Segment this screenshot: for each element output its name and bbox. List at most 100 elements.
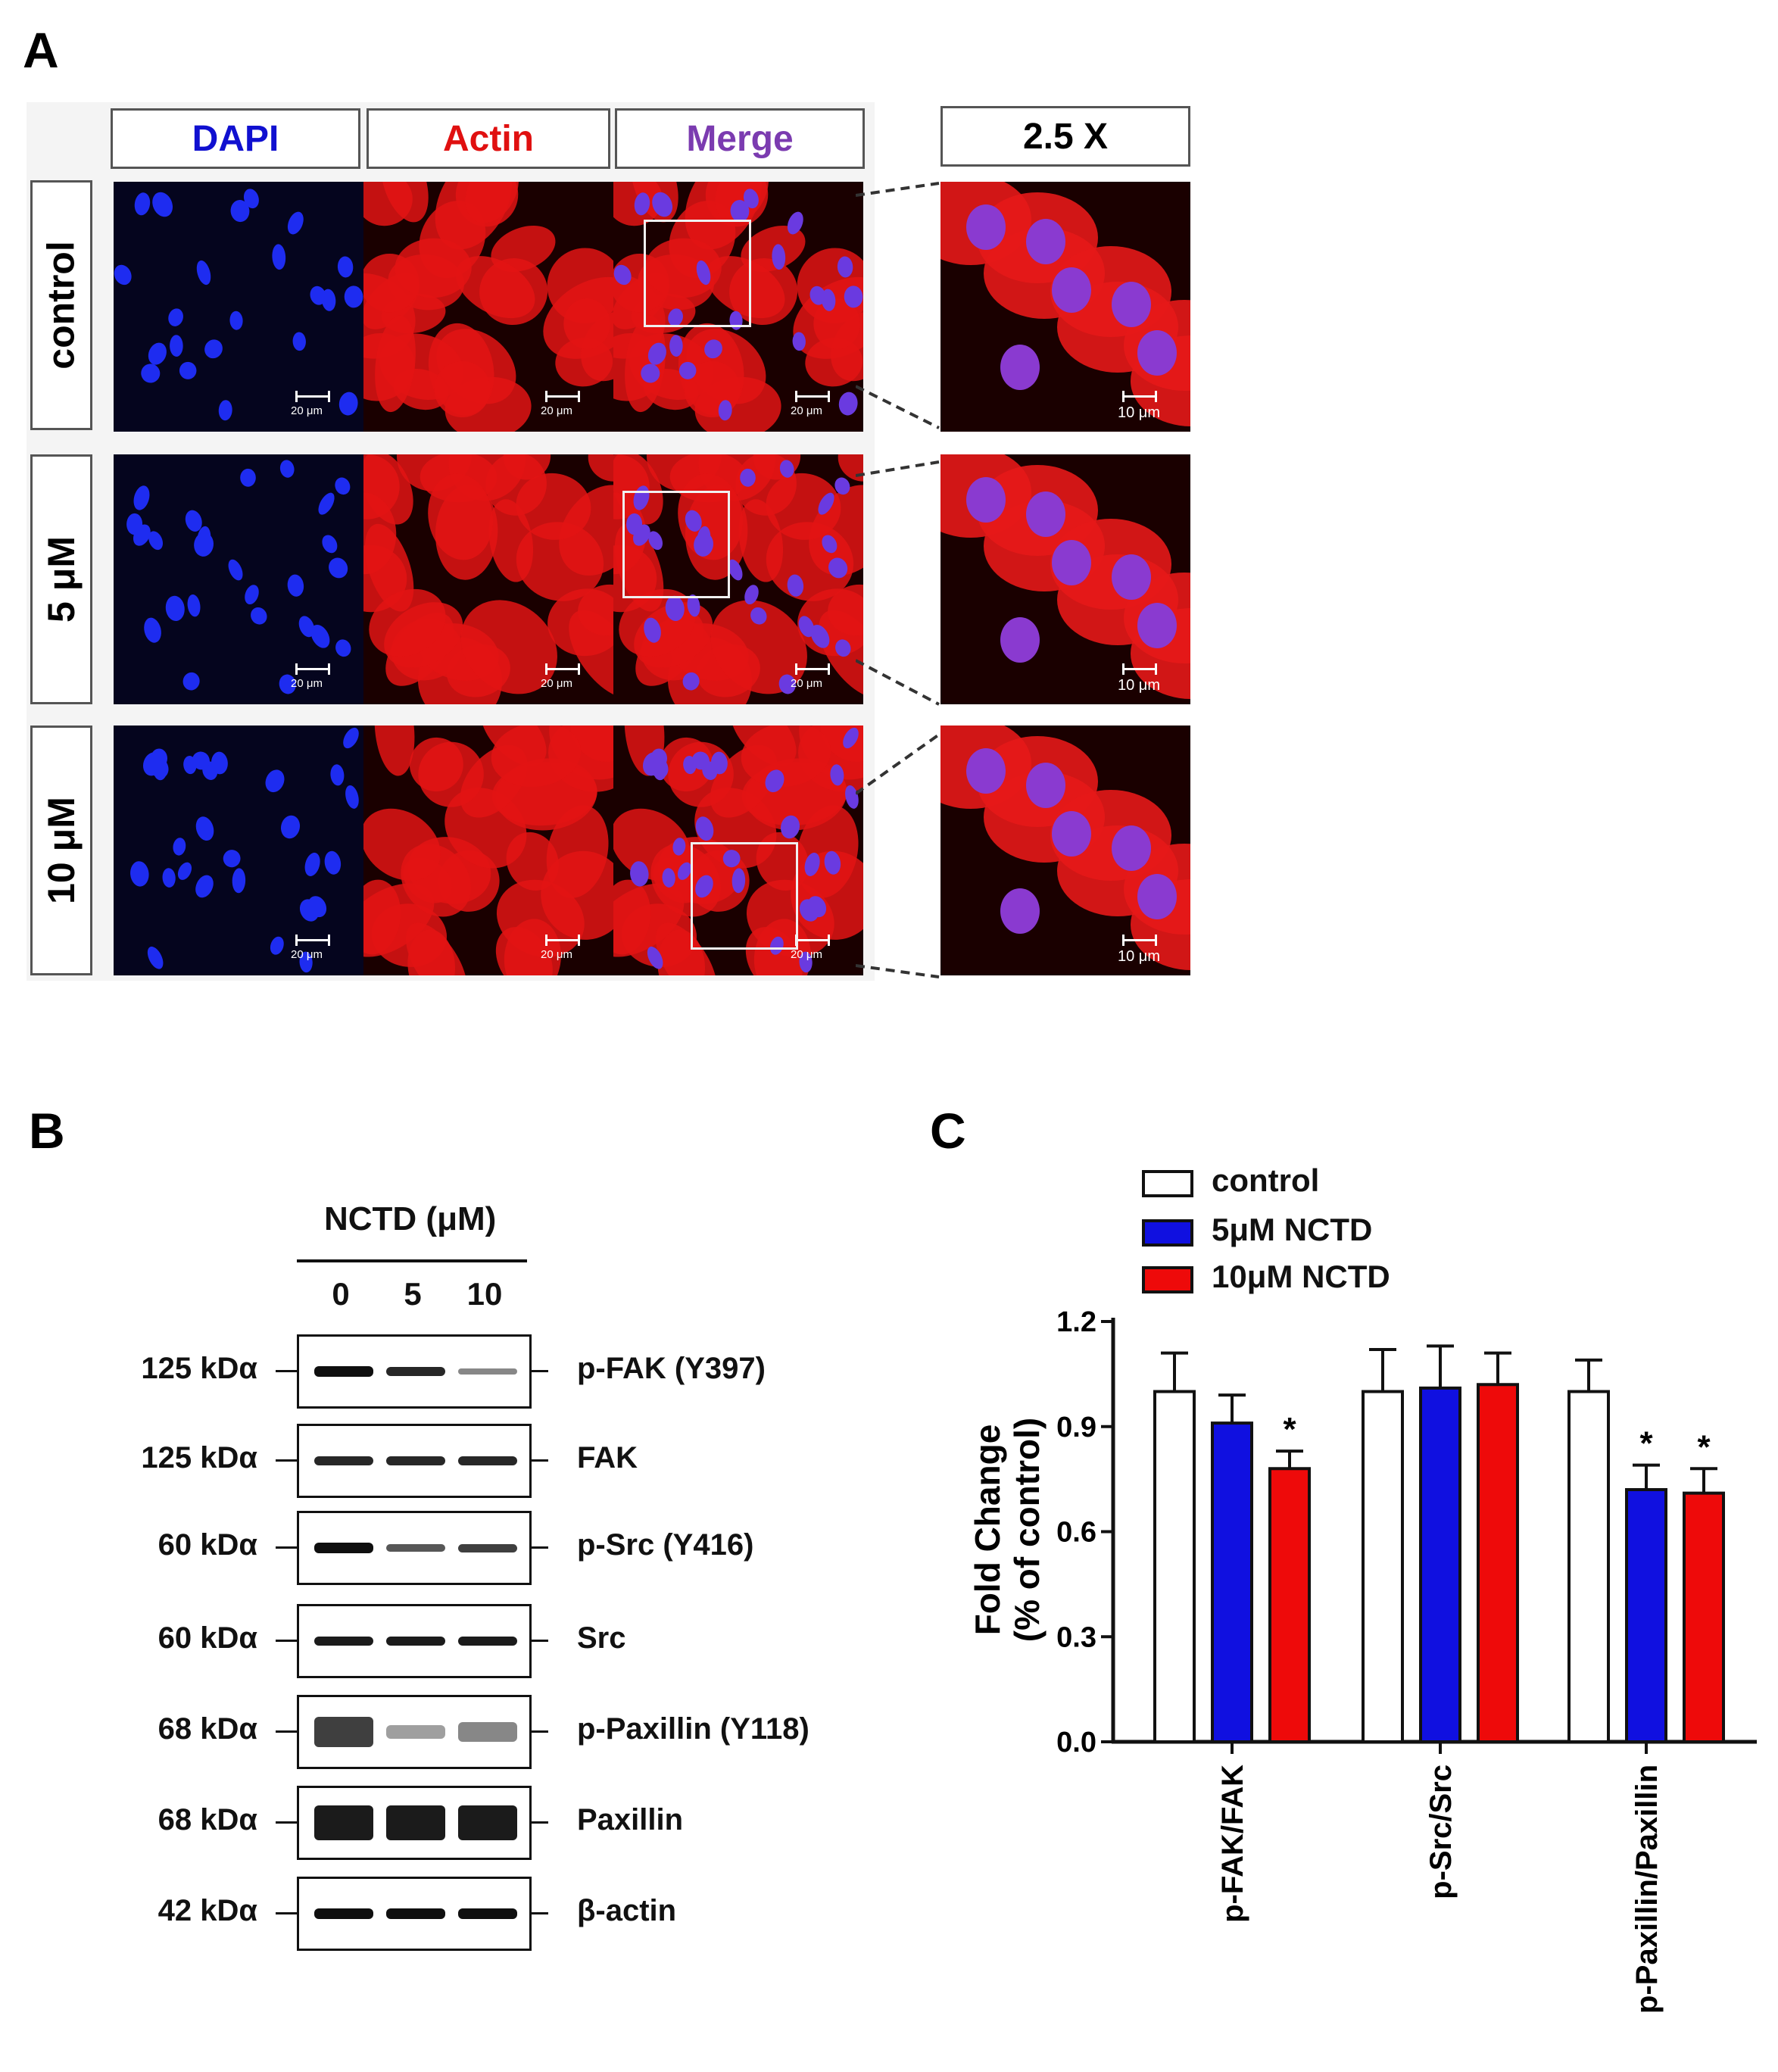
micrograph-control-merge: 20 μm	[613, 182, 863, 432]
blot-band	[458, 1908, 517, 1919]
bar	[1419, 1386, 1461, 1743]
marker-tick-left	[276, 1912, 297, 1914]
blot-band	[386, 1544, 445, 1552]
scale-bar-label: 20 μm	[291, 677, 323, 690]
zoom-region-box-10um	[691, 842, 798, 950]
blot-band	[386, 1367, 445, 1376]
micrograph-5um-zoom: 10 μm	[940, 454, 1190, 704]
blot-band	[458, 1368, 517, 1375]
zoom-connector-lines	[856, 182, 940, 978]
bar	[1567, 1390, 1610, 1743]
significance-marker: *	[1697, 1428, 1711, 1465]
header-dapi-text: DAPI	[192, 118, 279, 159]
significance-marker: *	[1639, 1425, 1653, 1462]
header-zoom: 2.5 X	[940, 106, 1190, 167]
protein-label: Paxillin	[577, 1803, 684, 1836]
bar	[1625, 1488, 1667, 1743]
bar	[1211, 1421, 1253, 1743]
bar-chart: Fold Change (% of control) 0.0 0.3 0.6 0.9 1…	[968, 1306, 1757, 2014]
treatment-underline	[297, 1259, 527, 1262]
micrograph-control-zoom: 10 μm	[940, 182, 1190, 432]
scale-bar-label: 20 μm	[541, 677, 572, 690]
legend-label-10um: 10μM NCTD	[1212, 1259, 1390, 1294]
blot-band	[386, 1908, 445, 1919]
scale-bar	[1122, 663, 1157, 675]
marker-tick-left	[276, 1370, 297, 1372]
significance-marker: *	[1283, 1411, 1296, 1448]
protein-label: p-FAK (Y397)	[577, 1352, 766, 1385]
blot-strip	[297, 1786, 532, 1860]
micrograph-10um-actin: 20 μm	[363, 726, 613, 975]
header-merge: Merge	[615, 108, 865, 169]
row-label-control: control	[30, 180, 92, 430]
scale-bar	[795, 663, 830, 675]
blot-strip	[297, 1604, 532, 1678]
x-tick-label: p-Paxillin/Paxillin	[1630, 1765, 1664, 2014]
lane-label-5: 5	[404, 1276, 422, 1312]
molecular-weight-label: 125 kDα	[141, 1441, 257, 1474]
treatment-label: NCTD (μM)	[324, 1200, 497, 1237]
marker-tick-right	[532, 1912, 548, 1914]
molecular-weight-label: 68 kDα	[158, 1712, 257, 1746]
scale-bar	[545, 935, 580, 946]
blot-strip	[297, 1695, 532, 1769]
header-actin-text: Actin	[443, 118, 534, 159]
marker-tick-right	[532, 1459, 548, 1462]
bar	[1362, 1390, 1404, 1743]
row-label-control-text: control	[40, 241, 83, 370]
micrograph-5um-actin: 20 μm	[363, 454, 613, 704]
blot-band	[386, 1725, 445, 1739]
blot-band	[386, 1456, 445, 1465]
marker-tick-left	[276, 1546, 297, 1549]
blot-band	[314, 1717, 373, 1747]
legend-swatch-10um	[1142, 1266, 1193, 1293]
y-tick-label: 0.6	[1056, 1517, 1096, 1549]
row-label-5um-text: 5 μM	[40, 536, 83, 623]
blot-band	[458, 1805, 517, 1840]
row-label-10um-text: 10 μM	[40, 797, 83, 904]
molecular-weight-label: 125 kDα	[141, 1352, 257, 1385]
lane-label-10: 10	[466, 1276, 503, 1312]
scale-bar-label: 20 μm	[541, 948, 572, 961]
legend-label-5um: 5μM NCTD	[1212, 1212, 1373, 1247]
blot-band	[314, 1543, 373, 1553]
marker-tick-left	[276, 1821, 297, 1824]
blot-band	[386, 1637, 445, 1646]
legend-label-control: control	[1212, 1162, 1320, 1198]
header-zoom-text: 2.5 X	[1022, 116, 1109, 157]
blot-band	[314, 1805, 373, 1840]
panel-a-label: A	[23, 22, 59, 78]
bar	[1268, 1467, 1311, 1743]
header-actin: Actin	[367, 108, 610, 169]
scale-bar-label: 20 μm	[791, 677, 822, 690]
y-tick-label: 1.2	[1056, 1306, 1096, 1338]
panel-c-label: C	[930, 1103, 966, 1159]
protein-label: β-actin	[577, 1894, 677, 1927]
scale-bar-label: 20 μm	[291, 404, 323, 417]
row-label-10um: 10 μM	[30, 726, 92, 975]
micrograph-control-dapi: 20 μm	[114, 182, 363, 432]
scale-bar-label: 10 μm	[1118, 948, 1160, 965]
x-tick-label: p-Src/Src	[1424, 1765, 1458, 1899]
molecular-weight-label: 68 kDα	[158, 1803, 257, 1836]
marker-tick-right	[532, 1640, 548, 1642]
bar	[1153, 1390, 1196, 1743]
header-merge-text: Merge	[686, 118, 794, 159]
lane-label-0: 0	[332, 1276, 350, 1312]
y-tick-label: 0.9	[1056, 1412, 1096, 1443]
scale-bar-label: 20 μm	[541, 404, 572, 417]
scale-bar	[1122, 935, 1157, 946]
blot-band	[458, 1637, 517, 1646]
micrograph-control-actin: 20 μm	[363, 182, 613, 432]
x-tick-label: p-FAK/FAK	[1216, 1765, 1249, 1923]
scale-bar-label: 20 μm	[791, 404, 822, 417]
marker-tick-right	[532, 1730, 548, 1733]
blot-band	[314, 1908, 373, 1919]
bar	[1683, 1491, 1725, 1743]
y-axis-label-line2: (% of control)	[1007, 1418, 1047, 1642]
blot-strip	[297, 1424, 532, 1498]
scale-bar	[545, 391, 580, 402]
blot-band	[314, 1456, 373, 1465]
micrograph-10um-dapi: 20 μm	[114, 726, 363, 975]
panel-b-label: B	[29, 1103, 65, 1159]
